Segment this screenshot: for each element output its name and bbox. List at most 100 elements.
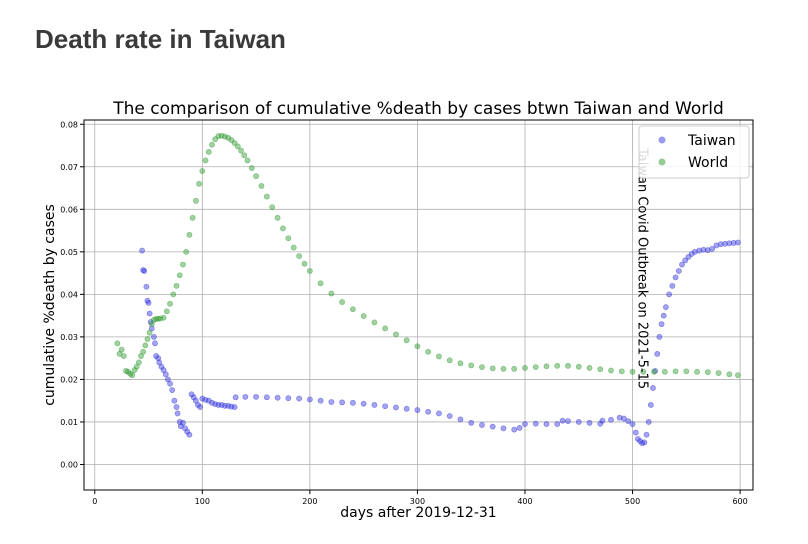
- data-point: [559, 417, 566, 424]
- data-point: [643, 431, 650, 438]
- data-point: [190, 394, 197, 401]
- data-point: [225, 134, 232, 141]
- data-point: [328, 399, 335, 405]
- data-point: [694, 368, 700, 375]
- data-point: [575, 419, 582, 425]
- data-point: [565, 362, 571, 369]
- data-point: [155, 315, 162, 322]
- data-point: [597, 366, 604, 373]
- data-point: [658, 321, 665, 328]
- data-point: [554, 362, 561, 369]
- data-point: [436, 353, 442, 360]
- data-point: [205, 397, 212, 404]
- data-point: [143, 283, 150, 290]
- data-point: [183, 248, 190, 255]
- data-point: [468, 362, 475, 369]
- data-point: [425, 408, 432, 415]
- data-point: [118, 346, 125, 353]
- data-point: [285, 395, 292, 402]
- data-point: [586, 365, 593, 371]
- x-tick-label: 0: [92, 497, 97, 506]
- data-point: [202, 157, 209, 164]
- data-point: [296, 253, 303, 259]
- data-point: [489, 423, 496, 430]
- data-point: [180, 261, 186, 268]
- data-point: [153, 316, 159, 322]
- data-point: [209, 141, 215, 148]
- outbreak-annotation: Taiwan Covid Outbreak on 2021-5-15: [635, 147, 650, 389]
- data-point: [457, 360, 464, 367]
- data-point: [162, 371, 169, 378]
- data-point: [170, 291, 177, 298]
- data-point: [688, 251, 695, 257]
- data-point: [669, 282, 676, 289]
- data-point: [196, 180, 202, 187]
- data-point: [650, 385, 656, 391]
- data-point: [446, 413, 453, 419]
- data-point: [192, 197, 199, 204]
- y-tick-label: 0.08: [60, 120, 78, 129]
- data-point: [263, 394, 270, 401]
- data-point: [692, 248, 698, 255]
- data-point: [263, 193, 270, 200]
- page-title: Death rate in Taiwan: [35, 24, 286, 54]
- legend-label-world: World: [688, 155, 728, 171]
- data-point: [393, 331, 399, 338]
- data-point: [142, 342, 149, 349]
- data-point: [317, 280, 324, 287]
- data-point: [543, 363, 550, 370]
- data-point: [158, 363, 165, 370]
- data-point: [672, 368, 679, 375]
- data-point: [679, 261, 685, 268]
- data-point: [730, 240, 737, 246]
- data-point: [135, 359, 142, 366]
- data-point: [241, 152, 248, 159]
- y-tick-label: 0.07: [60, 163, 78, 172]
- data-point: [543, 421, 550, 427]
- data-point: [696, 247, 703, 254]
- data-point: [360, 400, 367, 407]
- data-point: [468, 419, 475, 426]
- data-point: [425, 348, 432, 355]
- data-point: [625, 418, 632, 425]
- y-tick-label: 0.01: [60, 418, 78, 427]
- data-point: [586, 419, 593, 426]
- data-point: [516, 425, 523, 431]
- y-tick-label: 0.03: [60, 333, 78, 342]
- legend-marker-world: [658, 158, 666, 166]
- data-point: [382, 403, 389, 410]
- legend-label-taiwan: Taiwan: [687, 133, 736, 149]
- data-point: [660, 312, 667, 319]
- data-point: [285, 235, 292, 242]
- data-point: [446, 357, 453, 364]
- data-point: [532, 420, 539, 427]
- data-point: [382, 325, 389, 332]
- data-point: [253, 393, 259, 400]
- data-point: [182, 425, 189, 432]
- data-point: [296, 395, 303, 402]
- data-point: [163, 308, 170, 315]
- data-point: [349, 306, 356, 313]
- data-point: [151, 333, 157, 340]
- data-point: [371, 402, 378, 408]
- plot-area-frame: [83, 119, 754, 491]
- data-point: [489, 365, 496, 372]
- data-point: [153, 353, 159, 359]
- data-point: [403, 337, 410, 344]
- data-point: [129, 372, 136, 379]
- data-point: [176, 272, 183, 279]
- data-point: [597, 420, 604, 427]
- data-point: [328, 290, 335, 297]
- data-point: [301, 260, 308, 267]
- data-point: [120, 353, 127, 359]
- series-taiwan: [139, 239, 741, 447]
- data-point: [155, 355, 162, 362]
- y-tick-label: 0.00: [60, 460, 78, 469]
- data-point: [500, 365, 507, 372]
- data-point: [174, 410, 181, 417]
- data-point: [145, 299, 152, 306]
- data-point: [500, 425, 507, 432]
- data-point: [479, 364, 485, 370]
- data-point: [393, 404, 399, 411]
- data-point: [715, 370, 722, 376]
